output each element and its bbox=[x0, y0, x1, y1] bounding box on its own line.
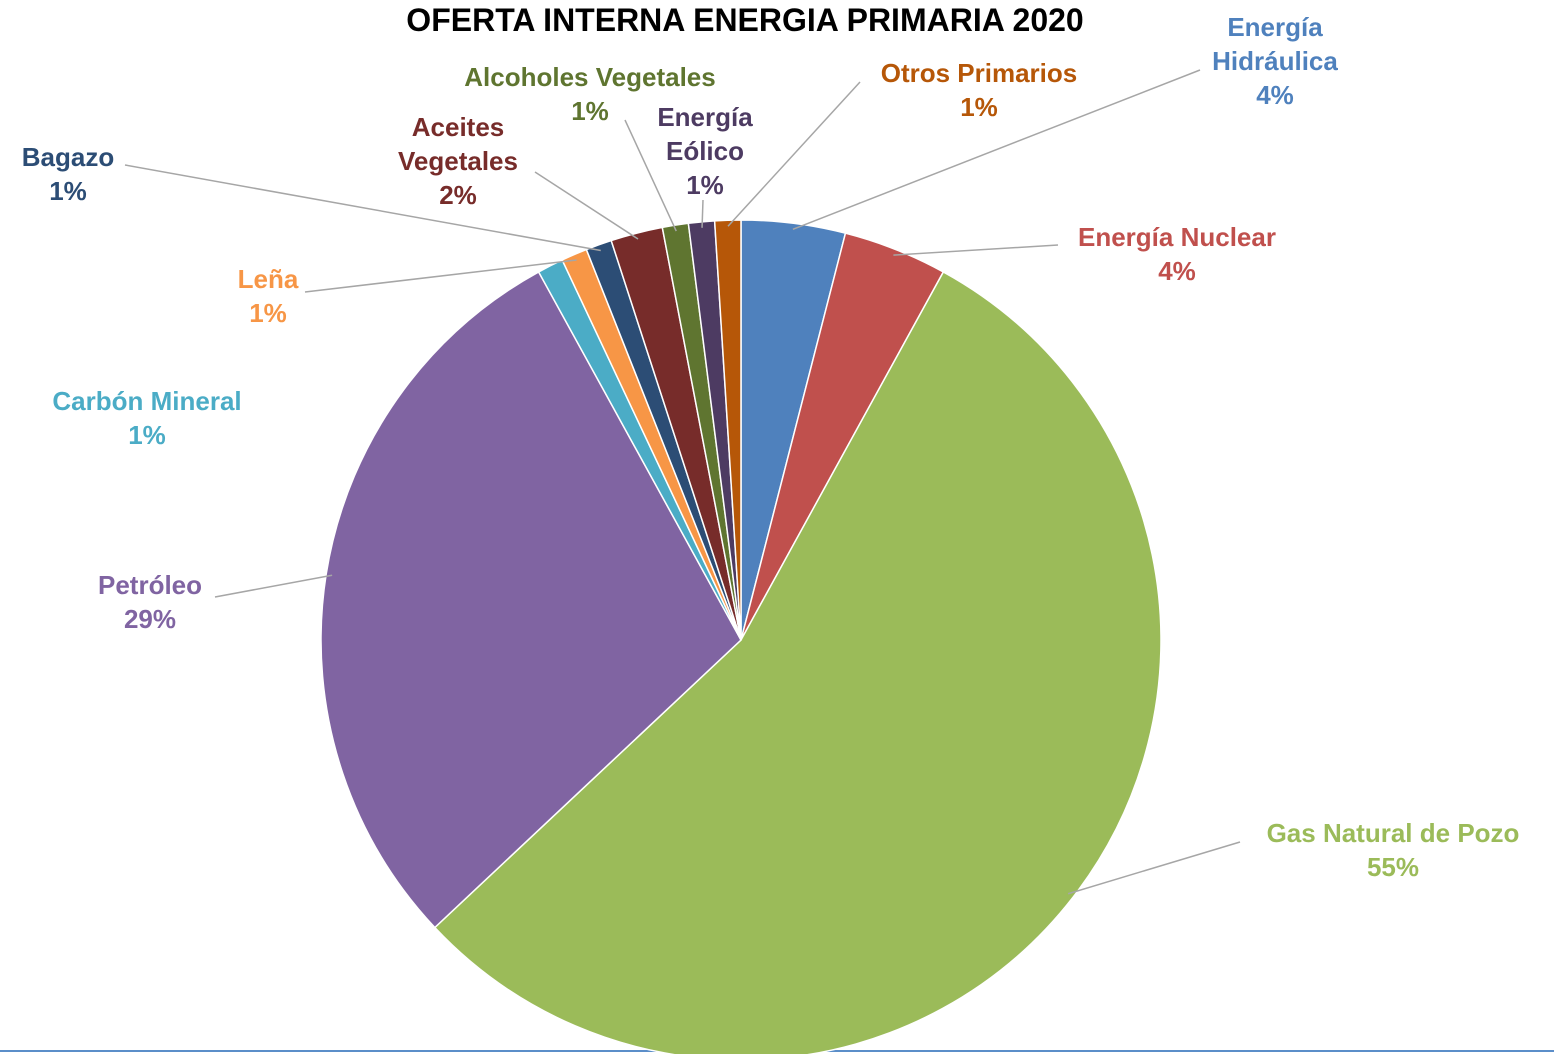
leader-line bbox=[701, 199, 704, 228]
category-label: Energía Eólico bbox=[657, 102, 753, 166]
leader-line bbox=[727, 81, 861, 227]
category-label: Bagazo bbox=[21, 142, 115, 172]
leader-line bbox=[624, 119, 677, 232]
pie-slice bbox=[320, 270, 742, 929]
chart-title: OFERTA INTERNA ENERGIA PRIMARIA 2020 bbox=[406, 2, 1084, 38]
category-label: Aceites Vegetales bbox=[398, 112, 518, 176]
data-label: Aceites Vegetales 2% bbox=[378, 110, 538, 212]
category-label: Petróleo bbox=[97, 570, 203, 600]
data-label: Alcoholes Vegetales 1% bbox=[425, 60, 755, 128]
data-label: Bagazo 1% bbox=[8, 140, 128, 208]
value-label: 4% bbox=[1256, 80, 1294, 110]
leader-line bbox=[1067, 841, 1241, 895]
category-label: Alcoholes Vegetales bbox=[464, 62, 716, 92]
value-label: 1% bbox=[571, 96, 609, 126]
data-label: Energía Eólico 1% bbox=[640, 100, 770, 202]
value-label: 1% bbox=[128, 420, 166, 450]
pie-slice bbox=[433, 270, 1162, 1054]
data-label: Leña 1% bbox=[208, 262, 328, 330]
value-label: 29% bbox=[123, 604, 177, 634]
leader-line bbox=[792, 69, 1201, 230]
value-label: 1% bbox=[686, 170, 724, 200]
data-label: Petróleo 29% bbox=[50, 568, 250, 636]
value-label: 1% bbox=[960, 92, 998, 122]
data-label: Energía Hidráulica 4% bbox=[1190, 10, 1360, 112]
leader-line bbox=[534, 171, 639, 240]
category-label: Otros Primarios bbox=[880, 58, 1078, 88]
data-label: Carbón Mineral 1% bbox=[17, 384, 277, 452]
leader-line bbox=[893, 244, 1059, 256]
leader-line bbox=[124, 164, 601, 252]
category-label: Energía Nuclear bbox=[1078, 222, 1276, 252]
category-label: Gas Natural de Pozo bbox=[1266, 818, 1520, 848]
value-label: 2% bbox=[439, 180, 477, 210]
data-label: Gas Natural de Pozo 55% bbox=[1233, 816, 1553, 884]
category-label: Leña bbox=[237, 264, 299, 294]
leader-line bbox=[304, 259, 577, 293]
data-label: Energía Nuclear 4% bbox=[1027, 220, 1327, 288]
value-label: 4% bbox=[1158, 256, 1196, 286]
data-label: Otros Primarios 1% bbox=[849, 56, 1109, 124]
leader-line bbox=[214, 574, 333, 598]
value-label: 1% bbox=[49, 176, 87, 206]
category-label: Energía Hidráulica bbox=[1212, 12, 1338, 76]
value-label: 1% bbox=[249, 298, 287, 328]
value-label: 55% bbox=[1366, 852, 1420, 882]
category-label: Carbón Mineral bbox=[52, 386, 242, 416]
pie-slice bbox=[713, 219, 742, 641]
